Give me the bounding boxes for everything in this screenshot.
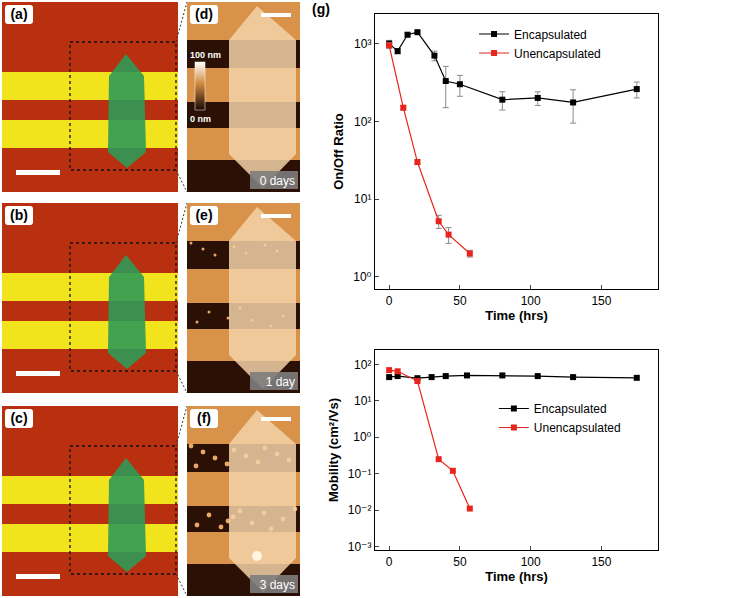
- svg-text:150: 150: [591, 555, 611, 569]
- svg-text:(b): (b): [10, 207, 28, 223]
- svg-text:(c): (c): [10, 410, 27, 426]
- svg-text:(d): (d): [195, 6, 213, 22]
- html-text:(g): (g): [312, 1, 330, 17]
- svg-text:3 days: 3 days: [260, 578, 295, 592]
- svg-text:10⁻³: 10⁻³: [348, 540, 372, 554]
- svg-text:50: 50: [453, 294, 467, 308]
- svg-text:Unencapsulated: Unencapsulated: [514, 47, 601, 61]
- svg-text:Time (hrs): Time (hrs): [485, 308, 548, 323]
- svg-text:10²: 10²: [354, 358, 371, 372]
- svg-text:100: 100: [521, 555, 541, 569]
- svg-text:10⁻²: 10⁻²: [348, 503, 372, 517]
- svg-text:10³: 10³: [354, 37, 371, 51]
- svg-text:Encapsulated: Encapsulated: [534, 402, 607, 416]
- svg-text:Unencapsulated: Unencapsulated: [534, 421, 621, 435]
- svg-text:On/Off Ratio: On/Off Ratio: [331, 113, 346, 190]
- svg-text:10⁰: 10⁰: [353, 270, 371, 284]
- svg-text:10⁻¹: 10⁻¹: [348, 467, 372, 481]
- svg-text:100: 100: [521, 294, 541, 308]
- svg-text:10⁰: 10⁰: [353, 430, 371, 444]
- svg-text:Mobility (cm²/Vs): Mobility (cm²/Vs): [326, 398, 341, 502]
- svg-text:10¹: 10¹: [354, 192, 371, 206]
- svg-text:0 days: 0 days: [260, 174, 295, 188]
- svg-text:10²: 10²: [354, 115, 371, 129]
- svg-text:0 nm: 0 nm: [190, 114, 211, 124]
- svg-text:Time (hrs): Time (hrs): [485, 569, 548, 584]
- svg-text:(e): (e): [195, 207, 212, 223]
- svg-text:1 day: 1 day: [266, 375, 295, 389]
- svg-text:(a): (a): [10, 6, 27, 22]
- svg-text:0: 0: [386, 555, 393, 569]
- svg-text:0: 0: [386, 294, 393, 308]
- svg-text:50: 50: [453, 555, 467, 569]
- svg-text:10¹: 10¹: [354, 394, 371, 408]
- svg-text:100 nm: 100 nm: [190, 50, 221, 60]
- svg-text:Encapsulated: Encapsulated: [514, 28, 587, 42]
- svg-text:(f): (f): [197, 410, 211, 426]
- svg-text:150: 150: [591, 294, 611, 308]
